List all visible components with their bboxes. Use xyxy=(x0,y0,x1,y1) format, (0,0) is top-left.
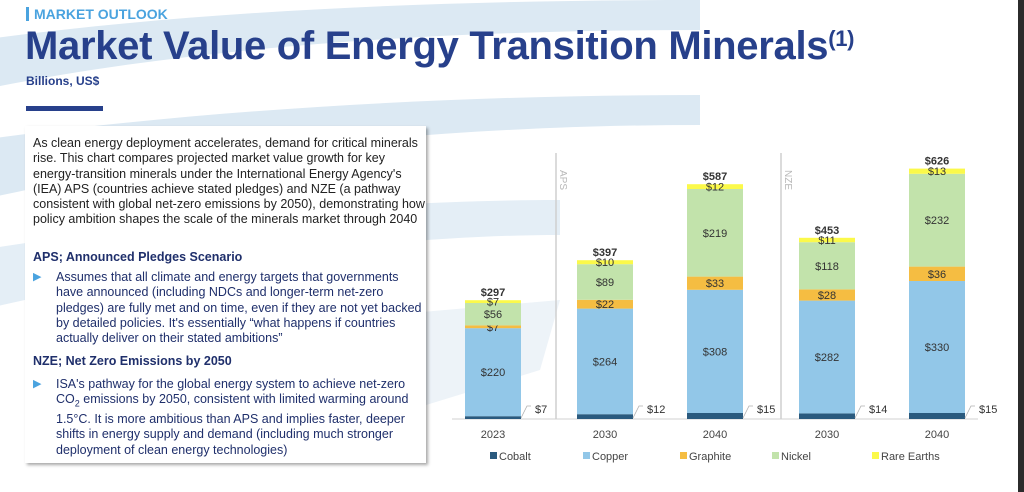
nze-text-part: emissions by 2050, consistent with limit… xyxy=(56,392,409,457)
data-label: $33 xyxy=(706,278,724,290)
aps-bullet: ▶ Assumes that all climate and energy ta… xyxy=(33,270,423,346)
title-footnote: (1) xyxy=(828,26,855,51)
data-label: $15 xyxy=(757,404,775,416)
total-label: $453 xyxy=(815,225,839,237)
data-label: $282 xyxy=(815,352,839,364)
data-label: $12 xyxy=(647,404,665,416)
title-text: Market Value of Energy Transition Minera… xyxy=(25,24,829,68)
data-label: $36 xyxy=(928,269,946,281)
leader-line xyxy=(520,405,531,419)
bullet-arrow-icon: ▶ xyxy=(33,271,42,283)
bar-segment-rare-earths xyxy=(577,260,633,265)
units-subtitle: Billions, US$ xyxy=(26,74,100,88)
legend-swatch-graphite xyxy=(680,452,687,459)
leader-line xyxy=(964,405,975,419)
x-tick-label: 2030 xyxy=(593,429,617,441)
bar-segment-nickel xyxy=(799,242,855,290)
bar-segment-cobalt xyxy=(799,413,855,419)
leader-line xyxy=(742,405,753,419)
nze-subscript: 2 xyxy=(74,398,80,409)
bar-segment-copper xyxy=(909,281,965,413)
data-label: $118 xyxy=(815,261,839,273)
legend-label: Rare Earths xyxy=(881,451,940,463)
data-label: $28 xyxy=(818,290,836,302)
data-label: $308 xyxy=(703,346,727,358)
window-edge xyxy=(1018,0,1024,492)
data-label: $330 xyxy=(925,342,949,354)
legend-swatch-cobalt xyxy=(490,452,497,459)
nze-text-part: ISA's pathway for the global energy syst… xyxy=(56,377,406,407)
bar-segment-cobalt xyxy=(577,414,633,419)
bar-segment-nickel xyxy=(577,264,633,300)
bar-segment-copper xyxy=(577,308,633,415)
title-underline xyxy=(26,106,103,111)
group-label-aps: APS xyxy=(557,170,568,190)
legend-swatch-nickel xyxy=(772,452,779,459)
data-label: $12 xyxy=(706,182,724,194)
nze-heading: NZE; Net Zero Emissions by 2050 xyxy=(33,354,232,368)
x-tick-label: 2023 xyxy=(481,429,505,441)
total-label: $587 xyxy=(703,171,727,183)
bar-segment-copper xyxy=(687,289,743,413)
data-label: $219 xyxy=(703,228,727,240)
bar-segment-cobalt xyxy=(909,413,965,419)
nze-bullet-text: ISA's pathway for the global energy syst… xyxy=(56,377,423,458)
x-tick-label: 2030 xyxy=(815,429,839,441)
bar-segment-rare-earths xyxy=(465,300,521,303)
data-label: $89 xyxy=(596,277,614,289)
group-label-nze: NZE xyxy=(782,170,793,190)
intro-text: As clean energy deployment accelerates, … xyxy=(33,136,425,227)
data-label: $11 xyxy=(818,235,836,247)
aps-bullet-text: Assumes that all climate and energy targ… xyxy=(56,270,422,346)
data-label: $7 xyxy=(487,297,499,309)
bar-segment-cobalt xyxy=(465,416,521,419)
data-label: $264 xyxy=(593,356,617,368)
legend-label: Copper xyxy=(592,451,628,463)
bullet-arrow-icon: ▶ xyxy=(33,378,42,390)
bar-segment-copper xyxy=(465,328,521,417)
aps-heading: APS; Announced Pledges Scenario xyxy=(33,250,243,264)
total-label: $297 xyxy=(481,287,505,299)
nze-bullet: ▶ ISA's pathway for the global energy sy… xyxy=(33,377,423,458)
data-label: $15 xyxy=(979,404,997,416)
data-label: $10 xyxy=(596,257,614,269)
leader-line xyxy=(632,405,643,419)
data-label: $22 xyxy=(596,299,614,311)
legend-label: Graphite xyxy=(689,451,731,463)
data-label: $7 xyxy=(535,404,547,416)
legend-label: Nickel xyxy=(781,451,811,463)
bar-segment-graphite xyxy=(687,276,743,290)
legend-swatch-rare-earths xyxy=(872,452,879,459)
bar-segment-nickel xyxy=(687,189,743,277)
data-label: $232 xyxy=(925,215,949,227)
data-label: $220 xyxy=(481,367,505,379)
bar-segment-graphite xyxy=(465,325,521,329)
legend-swatch-copper xyxy=(583,452,590,459)
bar-segment-cobalt xyxy=(687,413,743,419)
bar-segment-graphite xyxy=(909,266,965,281)
bar-segment-rare-earths xyxy=(799,237,855,243)
total-label: $626 xyxy=(925,156,949,168)
bar-segment-graphite xyxy=(577,299,633,309)
legend-label: Cobalt xyxy=(499,451,531,463)
bar-segment-rare-earths xyxy=(909,168,965,174)
page-title: Market Value of Energy Transition Minera… xyxy=(25,24,855,69)
bar-segment-graphite xyxy=(799,289,855,301)
data-label: $14 xyxy=(869,404,887,416)
bar-segment-rare-earths xyxy=(687,184,743,189)
total-label: $397 xyxy=(593,247,617,259)
bar-segment-nickel xyxy=(465,303,521,326)
leader-line xyxy=(854,405,865,419)
section-kicker: MARKET OUTLOOK xyxy=(26,7,168,21)
bar-segment-nickel xyxy=(909,173,965,267)
x-tick-label: 2040 xyxy=(925,429,949,441)
data-label: $56 xyxy=(484,309,502,321)
description-panel: As clean energy deployment accelerates, … xyxy=(25,126,426,463)
data-label: $13 xyxy=(928,166,946,178)
bar-segment-copper xyxy=(799,300,855,414)
x-tick-label: 2040 xyxy=(703,429,727,441)
